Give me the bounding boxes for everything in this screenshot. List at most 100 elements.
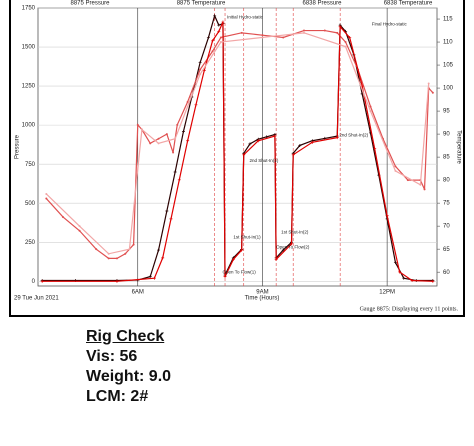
point-marker	[217, 29, 221, 33]
point-marker	[217, 23, 221, 27]
point-marker	[45, 197, 48, 200]
annotation: 2nd Shut-In(1)	[250, 158, 279, 163]
y2-tick-label: 115	[443, 17, 453, 23]
point-marker	[431, 91, 434, 94]
y-tick-label: 1750	[22, 6, 36, 12]
point-marker	[410, 279, 414, 283]
annotation: Final Hydro-static	[372, 22, 408, 27]
rig-title: Rig Check	[86, 328, 165, 345]
annotation: 1st Shut-In(2)	[281, 229, 309, 234]
point-marker	[165, 209, 169, 213]
point-marker	[107, 252, 110, 255]
point-marker	[310, 140, 314, 144]
point-marker	[128, 248, 131, 251]
point-marker	[198, 61, 202, 65]
point-marker	[199, 73, 202, 76]
point-marker	[61, 215, 64, 218]
annotation: Open To Flow(1)	[223, 269, 257, 274]
x-axis-title: Time (Hours)	[245, 296, 280, 302]
annotation: Initial Hydro-static	[227, 15, 264, 20]
point-marker	[157, 137, 160, 140]
point-marker	[40, 279, 44, 283]
point-marker	[406, 179, 409, 182]
point-marker	[338, 25, 342, 29]
point-marker	[140, 128, 143, 131]
point-marker	[213, 14, 217, 18]
footer: Gauge 8875: Displaying every 11 points.	[360, 306, 459, 312]
point-marker	[95, 248, 98, 251]
point-marker	[240, 248, 244, 252]
point-marker	[173, 170, 177, 174]
y2-axis-title: Temperature	[455, 130, 461, 164]
chart: 0 250 500 750 1000 1250 1500 1750 60 65 70 75 80 85 90…	[9, 0, 465, 317]
point-marker	[281, 248, 285, 252]
point-marker	[165, 133, 168, 136]
point-marker	[181, 129, 185, 133]
point-marker	[148, 275, 152, 279]
point-marker	[219, 41, 222, 44]
point-marker	[211, 39, 215, 43]
point-marker	[186, 100, 189, 103]
y-tick-label: 1000	[22, 123, 36, 129]
y-tick-label: 250	[25, 240, 36, 246]
y2-tick-label: 85	[443, 155, 450, 161]
point-marker	[149, 142, 152, 145]
point-marker	[344, 45, 347, 48]
point-marker	[211, 50, 214, 53]
point-marker	[256, 139, 260, 143]
y2-tick-label: 80	[443, 178, 450, 184]
point-marker	[394, 169, 397, 172]
point-marker	[373, 147, 377, 151]
rig-line: LCM: 2#	[86, 388, 149, 405]
point-marker	[199, 68, 202, 71]
plot-area	[37, 7, 438, 287]
grid	[38, 7, 440, 286]
label-layer: 0 250 500 750 1000 1250 1500 1750 60 65 70 75 80 85 90…	[22, 1, 454, 296]
point-marker	[169, 217, 173, 221]
y-tick-label: 1500	[22, 45, 36, 51]
y2-tick-label: 95	[443, 109, 450, 115]
point-marker	[136, 123, 139, 126]
point-marker	[45, 192, 48, 195]
point-marker	[423, 188, 426, 191]
point-marker	[398, 270, 402, 274]
y2-tick-label: 70	[443, 224, 450, 230]
point-marker	[248, 142, 252, 146]
point-marker	[124, 252, 127, 255]
series-line	[45, 32, 430, 255]
point-marker	[206, 36, 210, 40]
point-marker	[177, 178, 181, 182]
point-marker	[221, 20, 225, 24]
point-marker	[231, 257, 235, 261]
y2-tick-label: 100	[443, 86, 454, 92]
point-marker	[107, 257, 110, 260]
point-marker	[172, 151, 175, 154]
point-marker	[194, 103, 198, 107]
point-marker	[115, 257, 118, 260]
y-tick-label: 1250	[22, 84, 36, 90]
point-marker	[393, 261, 397, 265]
y-tick-label: 750	[25, 162, 36, 168]
y2-tick-label: 75	[443, 201, 450, 207]
point-marker	[115, 279, 119, 283]
point-marker	[431, 279, 435, 283]
point-marker	[274, 257, 278, 261]
point-marker	[335, 136, 339, 140]
point-marker	[402, 276, 406, 280]
point-marker	[78, 225, 81, 228]
point-marker	[152, 276, 156, 280]
point-marker	[261, 36, 264, 39]
date-label: 29 Tue Jun 2021	[14, 296, 59, 302]
legend-label: 8875 Temperature	[177, 1, 226, 7]
y2-tick-label: 65	[443, 247, 450, 253]
point-marker	[186, 139, 190, 143]
point-marker	[161, 256, 165, 260]
point-marker	[240, 31, 243, 34]
point-marker	[348, 36, 352, 40]
point-marker	[132, 243, 135, 246]
point-marker	[394, 165, 397, 168]
y-tick-label: 0	[32, 279, 36, 285]
point-marker	[242, 153, 246, 157]
legend-label: 8875 Pressure	[70, 1, 110, 7]
